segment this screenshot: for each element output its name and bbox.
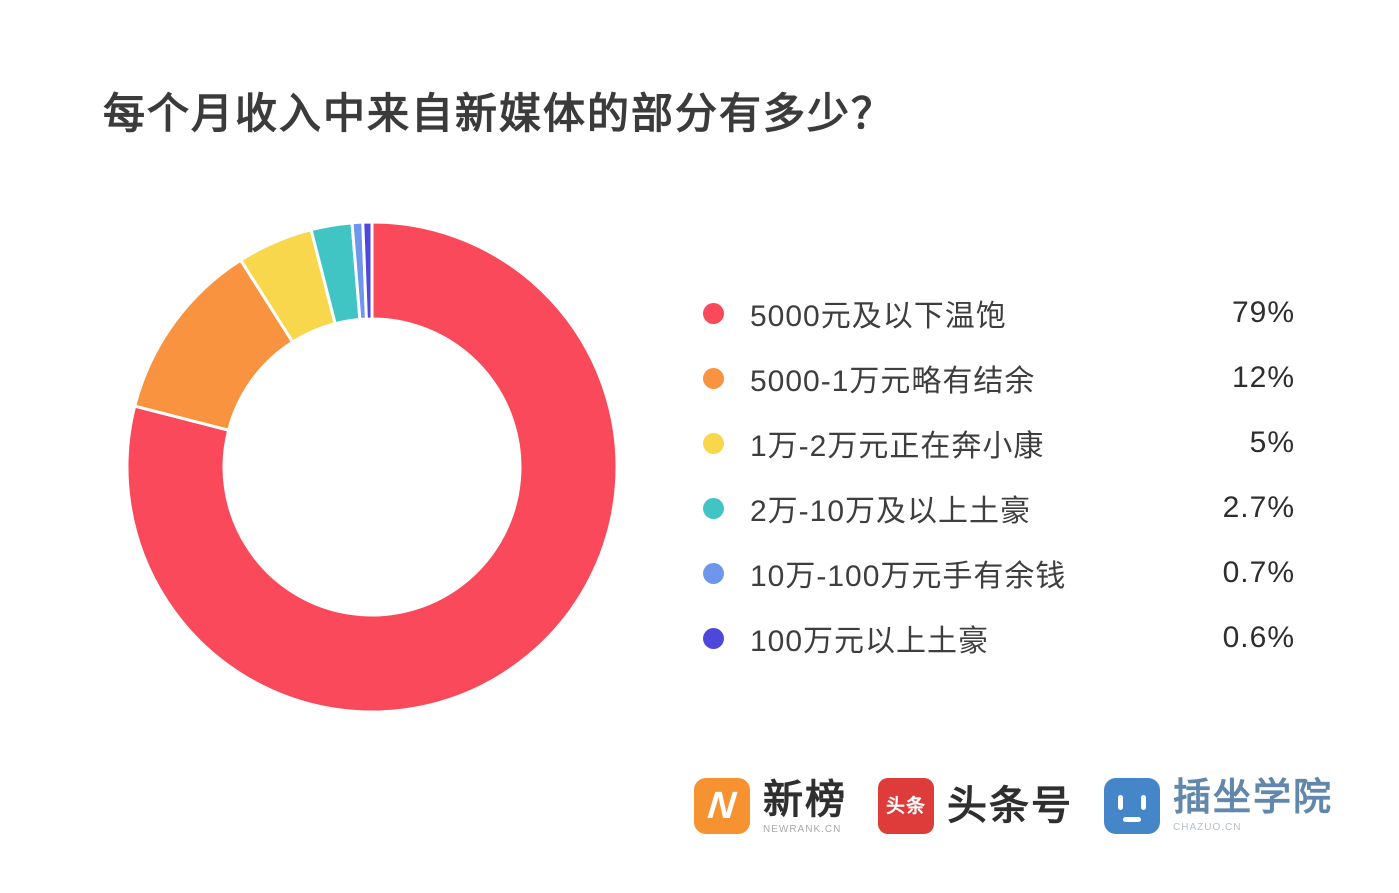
- legend-label: 5000元及以下温饱: [750, 300, 1007, 333]
- legend-dot-icon: [703, 367, 724, 389]
- newrank-n-icon: N: [694, 778, 750, 834]
- newrank-logo-subtext: NEWRANK.CN: [763, 824, 842, 835]
- legend-dot-icon: [703, 497, 724, 519]
- legend-row: 10万-100万元手有余钱 0.7%: [703, 556, 1295, 593]
- robot-face-icon: [1104, 778, 1160, 834]
- legend-value: 5%: [1249, 426, 1295, 459]
- toutiao-icon: 头条: [878, 778, 934, 834]
- legend-value: 0.6%: [1222, 621, 1295, 654]
- legend-row: 5000-1万元略有结余 12%: [703, 361, 1295, 398]
- newrank-n-glyph: N: [706, 785, 738, 827]
- donut-slice-0: [125, 220, 619, 714]
- legend-dot-icon: [703, 302, 724, 324]
- donut-chart: [122, 217, 622, 717]
- chazuo-logo-subtext: CHAZUO.CN: [1173, 821, 1242, 833]
- legend-row: 2万-10万及以上土豪 2.7%: [703, 491, 1295, 528]
- legend-value: 79%: [1231, 296, 1295, 329]
- legend-value: 2.7%: [1222, 491, 1295, 524]
- toutiao-icon-glyph: 头条: [885, 795, 926, 817]
- toutiao-logo: 头条 头条号: [878, 778, 1073, 834]
- legend-label: 100万元以上土豪: [750, 625, 990, 658]
- legend-dot-icon: [703, 627, 724, 649]
- page-title: 每个月收入中来自新媒体的部分有多少？: [103, 90, 896, 137]
- legend-row: 1万-2万元正在奔小康 5%: [703, 426, 1295, 463]
- chart-legend: 5000元及以下温饱 79% 5000-1万元略有结余 12% 1万-2万元正在…: [703, 296, 1295, 658]
- newrank-logo-text: 新榜: [763, 778, 847, 822]
- legend-label: 2万-10万及以上土豪: [750, 495, 1032, 528]
- legend-dot-icon: [703, 562, 724, 584]
- toutiao-logo-text: 头条号: [947, 784, 1073, 828]
- legend-row: 100万元以上土豪 0.6%: [703, 621, 1295, 658]
- donut-chart-svg: [125, 220, 619, 714]
- legend-label: 1万-2万元正在奔小康: [750, 430, 1045, 463]
- chazuo-logo: 插坐学院 CHAZUO.CN: [1104, 777, 1334, 834]
- legend-label: 10万-100万元手有余钱: [750, 560, 1067, 593]
- newrank-logo: N 新榜 NEWRANK.CN: [694, 778, 847, 835]
- chazuo-logo-text: 插坐学院: [1173, 777, 1334, 819]
- legend-value: 0.7%: [1222, 556, 1295, 589]
- legend-dot-icon: [703, 432, 724, 454]
- donut-slice-5: [361, 220, 374, 321]
- legend-value: 12%: [1231, 361, 1295, 394]
- legend-label: 5000-1万元略有结余: [750, 365, 1036, 398]
- legend-row: 5000元及以下温饱 79%: [703, 296, 1295, 333]
